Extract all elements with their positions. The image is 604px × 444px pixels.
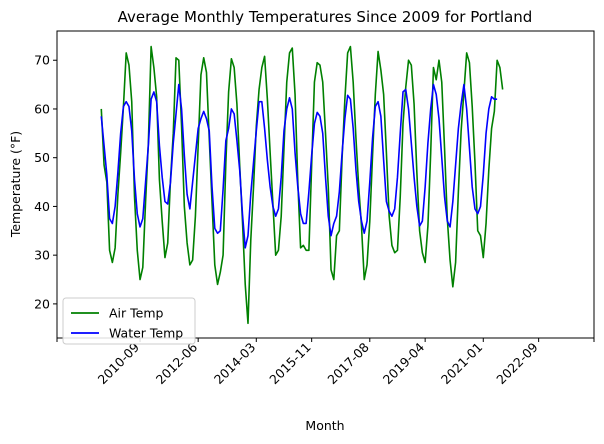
x-tick-label: 2021-01 [438, 340, 486, 388]
x-tick-label: 2014-03 [211, 340, 259, 388]
series-line-water-temp [100, 83, 498, 249]
series-line-air-temp [100, 45, 504, 325]
legend-label-air-temp: Air Temp [109, 306, 164, 321]
y-tick-label: 20 [34, 296, 50, 311]
x-tick-label: 2022-09 [493, 339, 541, 387]
y-tick-label: 70 [34, 53, 50, 68]
plot-frame [56, 30, 595, 339]
x-axis-title: Month [305, 418, 344, 433]
legend: Air Temp Water Temp [62, 297, 196, 345]
x-tick-label: 2017-08 [324, 339, 372, 387]
x-axis: 2010-09 2012-06 2014-03 2015-11 2017-08 2019-… [56, 338, 595, 388]
chart-title: Average Monthly Temperatures Since 2009 … [118, 8, 533, 26]
y-tick-label: 30 [34, 248, 50, 263]
plot-area [100, 45, 504, 325]
y-tick-label: 40 [34, 199, 50, 214]
y-tick-label: 50 [34, 150, 50, 165]
y-axis-title: Temperature (°F) [8, 131, 23, 238]
legend-label-water-temp: Water Temp [109, 326, 183, 341]
x-tick-label: 2010-09 [95, 339, 143, 387]
x-tick-label: 2019-04 [380, 339, 428, 387]
y-tick-label: 60 [34, 101, 50, 116]
y-axis: 20 30 40 50 60 70 [34, 53, 57, 311]
x-tick-label: 2015-11 [266, 340, 314, 388]
x-tick-label: 2012-06 [153, 339, 201, 387]
